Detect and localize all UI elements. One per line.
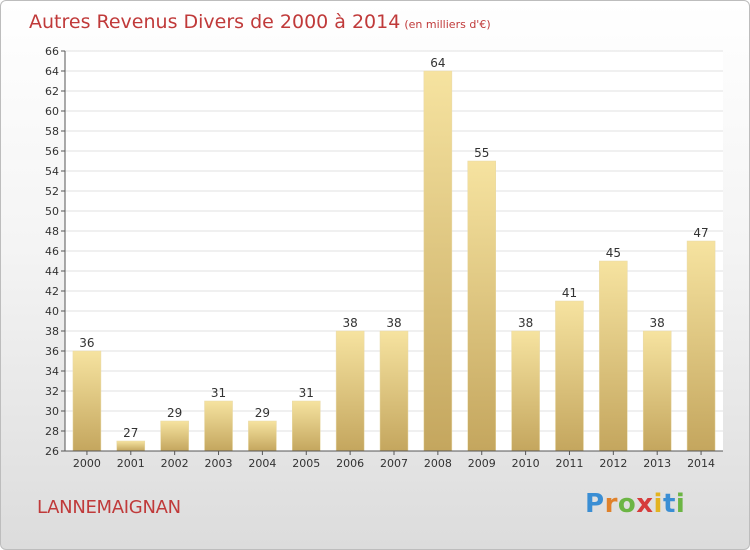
bar (160, 420, 189, 452)
bar (423, 70, 453, 452)
bar (204, 400, 233, 452)
x-tick-label: 2014 (687, 457, 715, 470)
y-tick-label: 30 (45, 405, 59, 418)
data-label: 64 (430, 56, 445, 70)
data-label: 36 (79, 336, 94, 350)
y-tick-label: 50 (45, 205, 59, 218)
y-tick-label: 36 (45, 345, 59, 358)
y-tick-label: 62 (45, 85, 59, 98)
bar (511, 330, 540, 452)
y-tick-label: 44 (45, 265, 59, 278)
x-tick-label: 2007 (380, 457, 408, 470)
x-tick-label: 2008 (424, 457, 452, 470)
y-tick-label: 60 (45, 105, 59, 118)
y-tick-label: 40 (45, 305, 59, 318)
bar (467, 160, 496, 452)
x-tick-label: 2009 (468, 457, 496, 470)
x-tick-label: 2006 (336, 457, 364, 470)
data-label: 29 (255, 406, 270, 420)
x-tick-label: 2013 (643, 457, 671, 470)
data-label: 31 (299, 386, 314, 400)
y-tick-label: 48 (45, 225, 59, 238)
y-tick-label: 66 (45, 45, 59, 58)
logo-letter: x (636, 489, 654, 519)
y-tick-label: 28 (45, 425, 59, 438)
y-tick-label: 56 (45, 145, 59, 158)
logo-letter: t (662, 489, 676, 519)
data-label: 31 (211, 386, 226, 400)
data-label: 45 (606, 246, 621, 260)
data-label: 27 (123, 426, 138, 440)
x-tick-label: 2004 (248, 457, 276, 470)
x-tick-label: 2005 (292, 457, 320, 470)
y-tick-label: 58 (45, 125, 59, 138)
y-tick-label: 64 (45, 65, 59, 78)
bar (116, 440, 146, 452)
commune-name: LANNEMAIGNAN (37, 497, 181, 518)
logo-letter: i (675, 489, 686, 519)
bar (72, 350, 102, 452)
x-tick-label: 2002 (161, 457, 189, 470)
logo-letter: P (585, 489, 605, 519)
x-tick-label: 2012 (599, 457, 627, 470)
bar (379, 330, 409, 452)
bar (555, 300, 584, 452)
y-tick-label: 46 (45, 245, 59, 258)
x-tick-label: 2003 (205, 457, 233, 470)
data-label: 38 (386, 316, 401, 330)
x-tick-label: 2010 (512, 457, 540, 470)
bar (335, 330, 365, 452)
bar (248, 420, 277, 452)
proxiti-logo: Proxiti (585, 489, 685, 519)
bar (292, 400, 321, 452)
data-label: 38 (518, 316, 533, 330)
data-label: 55 (474, 146, 489, 160)
y-tick-label: 54 (45, 165, 59, 178)
bar (642, 330, 672, 452)
chart-title: Autres Revenus Divers de 2000 à 2014 (en … (29, 11, 491, 33)
y-tick-label: 34 (45, 365, 59, 378)
data-label: 41 (562, 286, 577, 300)
chart-title-unit: (en milliers d'€) (404, 18, 491, 31)
y-tick-label: 42 (45, 285, 59, 298)
x-tick-label: 2000 (73, 457, 101, 470)
x-tick-label: 2011 (555, 457, 583, 470)
logo-letter: o (617, 489, 637, 519)
y-tick-label: 32 (45, 385, 59, 398)
data-label: 38 (342, 316, 357, 330)
bar (599, 260, 628, 452)
y-tick-label: 38 (45, 325, 59, 338)
y-tick-label: 52 (45, 185, 59, 198)
data-label: 29 (167, 406, 182, 420)
y-tick-label: 26 (45, 445, 59, 458)
x-tick-label: 2001 (117, 457, 145, 470)
logo-letter: r (604, 489, 618, 519)
bar (686, 240, 716, 452)
data-label: 38 (650, 316, 665, 330)
data-label: 47 (693, 226, 708, 240)
logo-letter: i (653, 489, 663, 519)
chart-title-main: Autres Revenus Divers de 2000 à 2014 (29, 11, 401, 33)
